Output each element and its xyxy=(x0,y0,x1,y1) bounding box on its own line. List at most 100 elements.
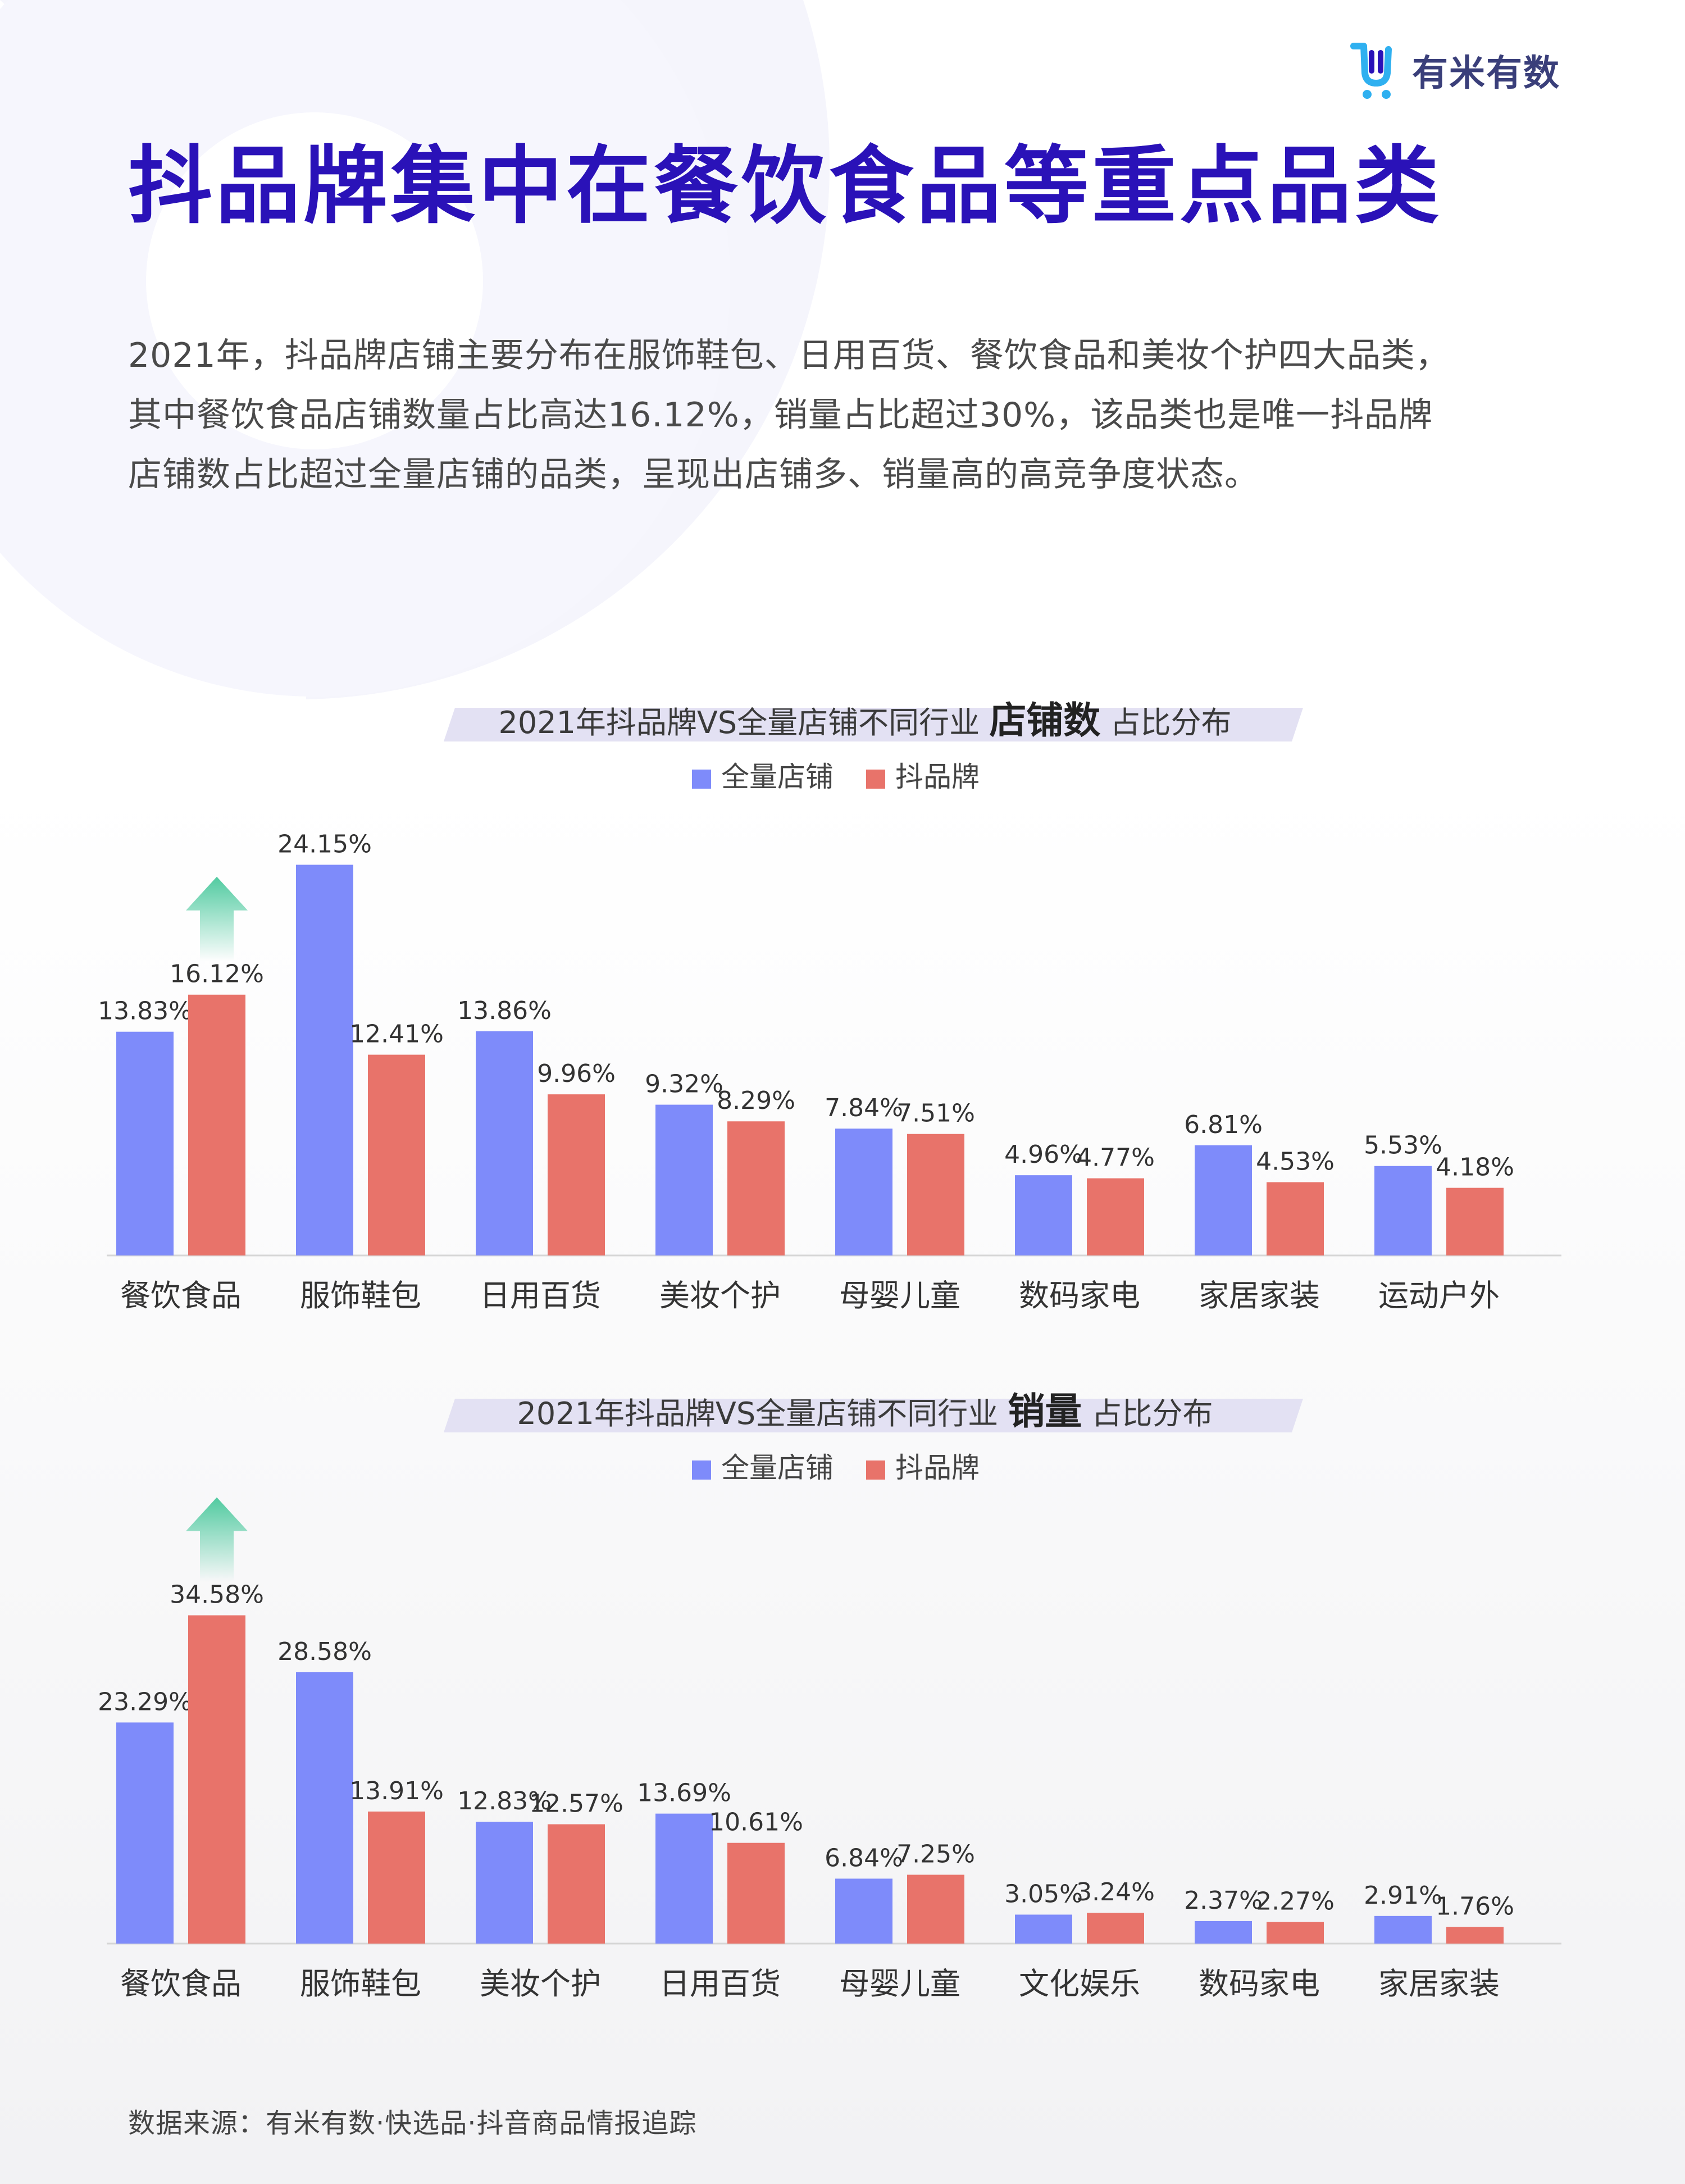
bar-all-stores xyxy=(1374,1166,1432,1255)
data-label: 12.57% xyxy=(529,1790,623,1818)
data-label: 4.53% xyxy=(1256,1148,1335,1176)
bar-douyin-brand xyxy=(727,1842,785,1944)
data-label: 9.32% xyxy=(645,1070,723,1099)
chart-title-emphasis: 店铺数 xyxy=(989,699,1100,742)
data-label: 13.69% xyxy=(637,1779,731,1808)
intro-line: 店铺数占比超过全量店铺的品类，呈现出店铺多、销量高的高竞争度状态。 xyxy=(128,455,1259,494)
x-tick-label: 数码家电 xyxy=(1199,1966,1320,2001)
chart-title-highlight xyxy=(444,708,1303,741)
bar-douyin-brand xyxy=(1267,1182,1324,1255)
legend-swatch-all-stores xyxy=(692,1460,711,1480)
data-label: 6.84% xyxy=(825,1844,903,1872)
data-label: 12.83% xyxy=(457,1787,552,1816)
legend-swatch-douyin-brand xyxy=(866,770,885,789)
chart-title-part: 2021年抖品牌VS全量店铺不同行业 xyxy=(517,1396,1008,1431)
x-tick-label: 数码家电 xyxy=(1019,1278,1140,1313)
bar-douyin-brand xyxy=(1267,1922,1324,1944)
chart-title-part: 占比分布 xyxy=(1100,705,1231,740)
sales-share-chart: 2021年抖品牌VS全量店铺不同行业 销量 占比分布全量店铺 抖品牌 23.29% 3… xyxy=(0,1376,1685,2028)
bar-all-stores xyxy=(1195,1921,1252,1944)
x-tick-label: 日用百货 xyxy=(480,1278,601,1313)
data-label: 2.27% xyxy=(1256,1887,1335,1916)
data-label: 3.24% xyxy=(1076,1878,1155,1907)
x-tick-label: 餐饮食品 xyxy=(120,1966,242,2001)
brand-logo: 有米有数 xyxy=(1348,34,1560,107)
data-label: 12.41% xyxy=(349,1020,444,1049)
bar-douyin-brand xyxy=(548,1094,605,1255)
data-label: 13.83% xyxy=(98,997,192,1026)
data-label: 28.58% xyxy=(277,1637,372,1666)
data-label: 7.51% xyxy=(896,1099,975,1128)
bar-douyin-brand xyxy=(1446,1187,1504,1255)
x-tick-label: 家居家装 xyxy=(1199,1278,1320,1313)
brand-name: 有米有数 xyxy=(1412,53,1560,94)
intro-line: 其中餐饮食品店铺数量占比高达16.12%，销量占比超过30%，该品类也是唯一抖品… xyxy=(128,395,1433,435)
x-tick-label: 母婴儿童 xyxy=(839,1278,960,1313)
x-tick-label: 母婴儿童 xyxy=(839,1966,960,2001)
chart-legend: 全量店铺 抖品牌 xyxy=(692,1452,980,1484)
data-label: 4.18% xyxy=(1436,1153,1514,1182)
legend-label-douyin-brand: 抖品牌 xyxy=(895,1452,980,1484)
data-label: 13.86% xyxy=(457,997,552,1025)
bar-all-stores xyxy=(835,1878,892,1944)
data-label: 23.29% xyxy=(98,1687,192,1716)
x-tick-label: 美妆个护 xyxy=(659,1278,781,1313)
data-label: 3.05% xyxy=(1004,1880,1083,1908)
data-label: 8.29% xyxy=(717,1086,795,1115)
store-share-chart: 2021年抖品牌VS全量店铺不同行业 店铺数 占比分布全量店铺 抖品牌 13.83%… xyxy=(0,685,1685,1337)
bar-douyin-brand xyxy=(368,1811,425,1944)
shopping-cart-u-icon xyxy=(1350,43,1392,99)
bar-douyin-brand xyxy=(188,1615,245,1944)
chart-legend: 全量店铺 抖品牌 xyxy=(692,761,980,793)
intro-paragraph: 2021年，抖品牌店铺主要分布在服饰鞋包、日用百货、餐饮食品和美妆个护四大品类，… xyxy=(128,326,1566,504)
x-tick-label: 美妆个护 xyxy=(480,1966,601,2001)
x-tick-label: 运动户外 xyxy=(1378,1278,1500,1313)
chart-title: 2021年抖品牌VS全量店铺不同行业 店铺数 占比分布 xyxy=(499,699,1232,742)
bar-douyin-brand xyxy=(368,1054,425,1255)
bar-all-stores xyxy=(296,865,353,1255)
bar-all-stores xyxy=(655,1104,713,1255)
bar-all-stores xyxy=(1015,1175,1072,1255)
bar-all-stores xyxy=(476,1031,533,1255)
bar-all-stores xyxy=(835,1129,892,1255)
bar-douyin-brand xyxy=(1087,1913,1144,1944)
x-tick-label: 家居家装 xyxy=(1378,1966,1500,2001)
data-label: 13.91% xyxy=(349,1777,444,1805)
data-label: 6.81% xyxy=(1184,1111,1263,1139)
bar-douyin-brand xyxy=(907,1134,964,1255)
legend-label-all-stores: 全量店铺 xyxy=(721,761,834,793)
data-label: 7.84% xyxy=(825,1094,903,1122)
chart-title-part: 占比分布 xyxy=(1082,1396,1213,1431)
data-label: 7.25% xyxy=(896,1840,975,1868)
bar-douyin-brand xyxy=(188,994,245,1255)
data-label: 34.58% xyxy=(170,1581,264,1609)
data-label: 2.37% xyxy=(1184,1886,1263,1915)
bar-douyin-brand xyxy=(1446,1927,1504,1944)
data-label: 4.96% xyxy=(1004,1140,1083,1169)
bar-all-stores xyxy=(476,1822,533,1944)
bar-douyin-brand xyxy=(1087,1178,1144,1255)
bar-all-stores xyxy=(116,1722,174,1944)
bar-douyin-brand xyxy=(727,1121,785,1255)
x-tick-label: 日用百货 xyxy=(659,1966,781,2001)
chart-title-part: 2021年抖品牌VS全量店铺不同行业 xyxy=(499,705,990,740)
bar-all-stores xyxy=(296,1672,353,1944)
data-label: 4.77% xyxy=(1076,1144,1155,1172)
bar-all-stores xyxy=(1195,1145,1252,1255)
data-source-note: 数据来源：有米有数·快选品·抖音商品情报追踪 xyxy=(128,2108,697,2139)
bar-douyin-brand xyxy=(907,1874,964,1944)
data-label: 1.76% xyxy=(1436,1892,1514,1921)
x-tick-label: 服饰鞋包 xyxy=(300,1278,421,1313)
x-tick-label: 文化娱乐 xyxy=(1019,1966,1140,2001)
chart-title: 2021年抖品牌VS全量店铺不同行业 销量 占比分布 xyxy=(517,1390,1213,1433)
up-arrow-icon xyxy=(186,1497,248,1582)
data-label: 5.53% xyxy=(1364,1131,1442,1160)
x-tick-label: 餐饮食品 xyxy=(120,1278,242,1313)
data-label: 24.15% xyxy=(277,830,372,858)
intro-line: 2021年，抖品牌店铺主要分布在服饰鞋包、日用百货、餐饮食品和美妆个护四大品类， xyxy=(128,336,1450,375)
page-title: 抖品牌集中在餐饮食品等重点品类 xyxy=(128,138,1443,235)
data-label: 2.91% xyxy=(1364,1881,1442,1910)
bar-all-stores xyxy=(655,1813,713,1944)
data-label: 9.96% xyxy=(537,1059,616,1088)
